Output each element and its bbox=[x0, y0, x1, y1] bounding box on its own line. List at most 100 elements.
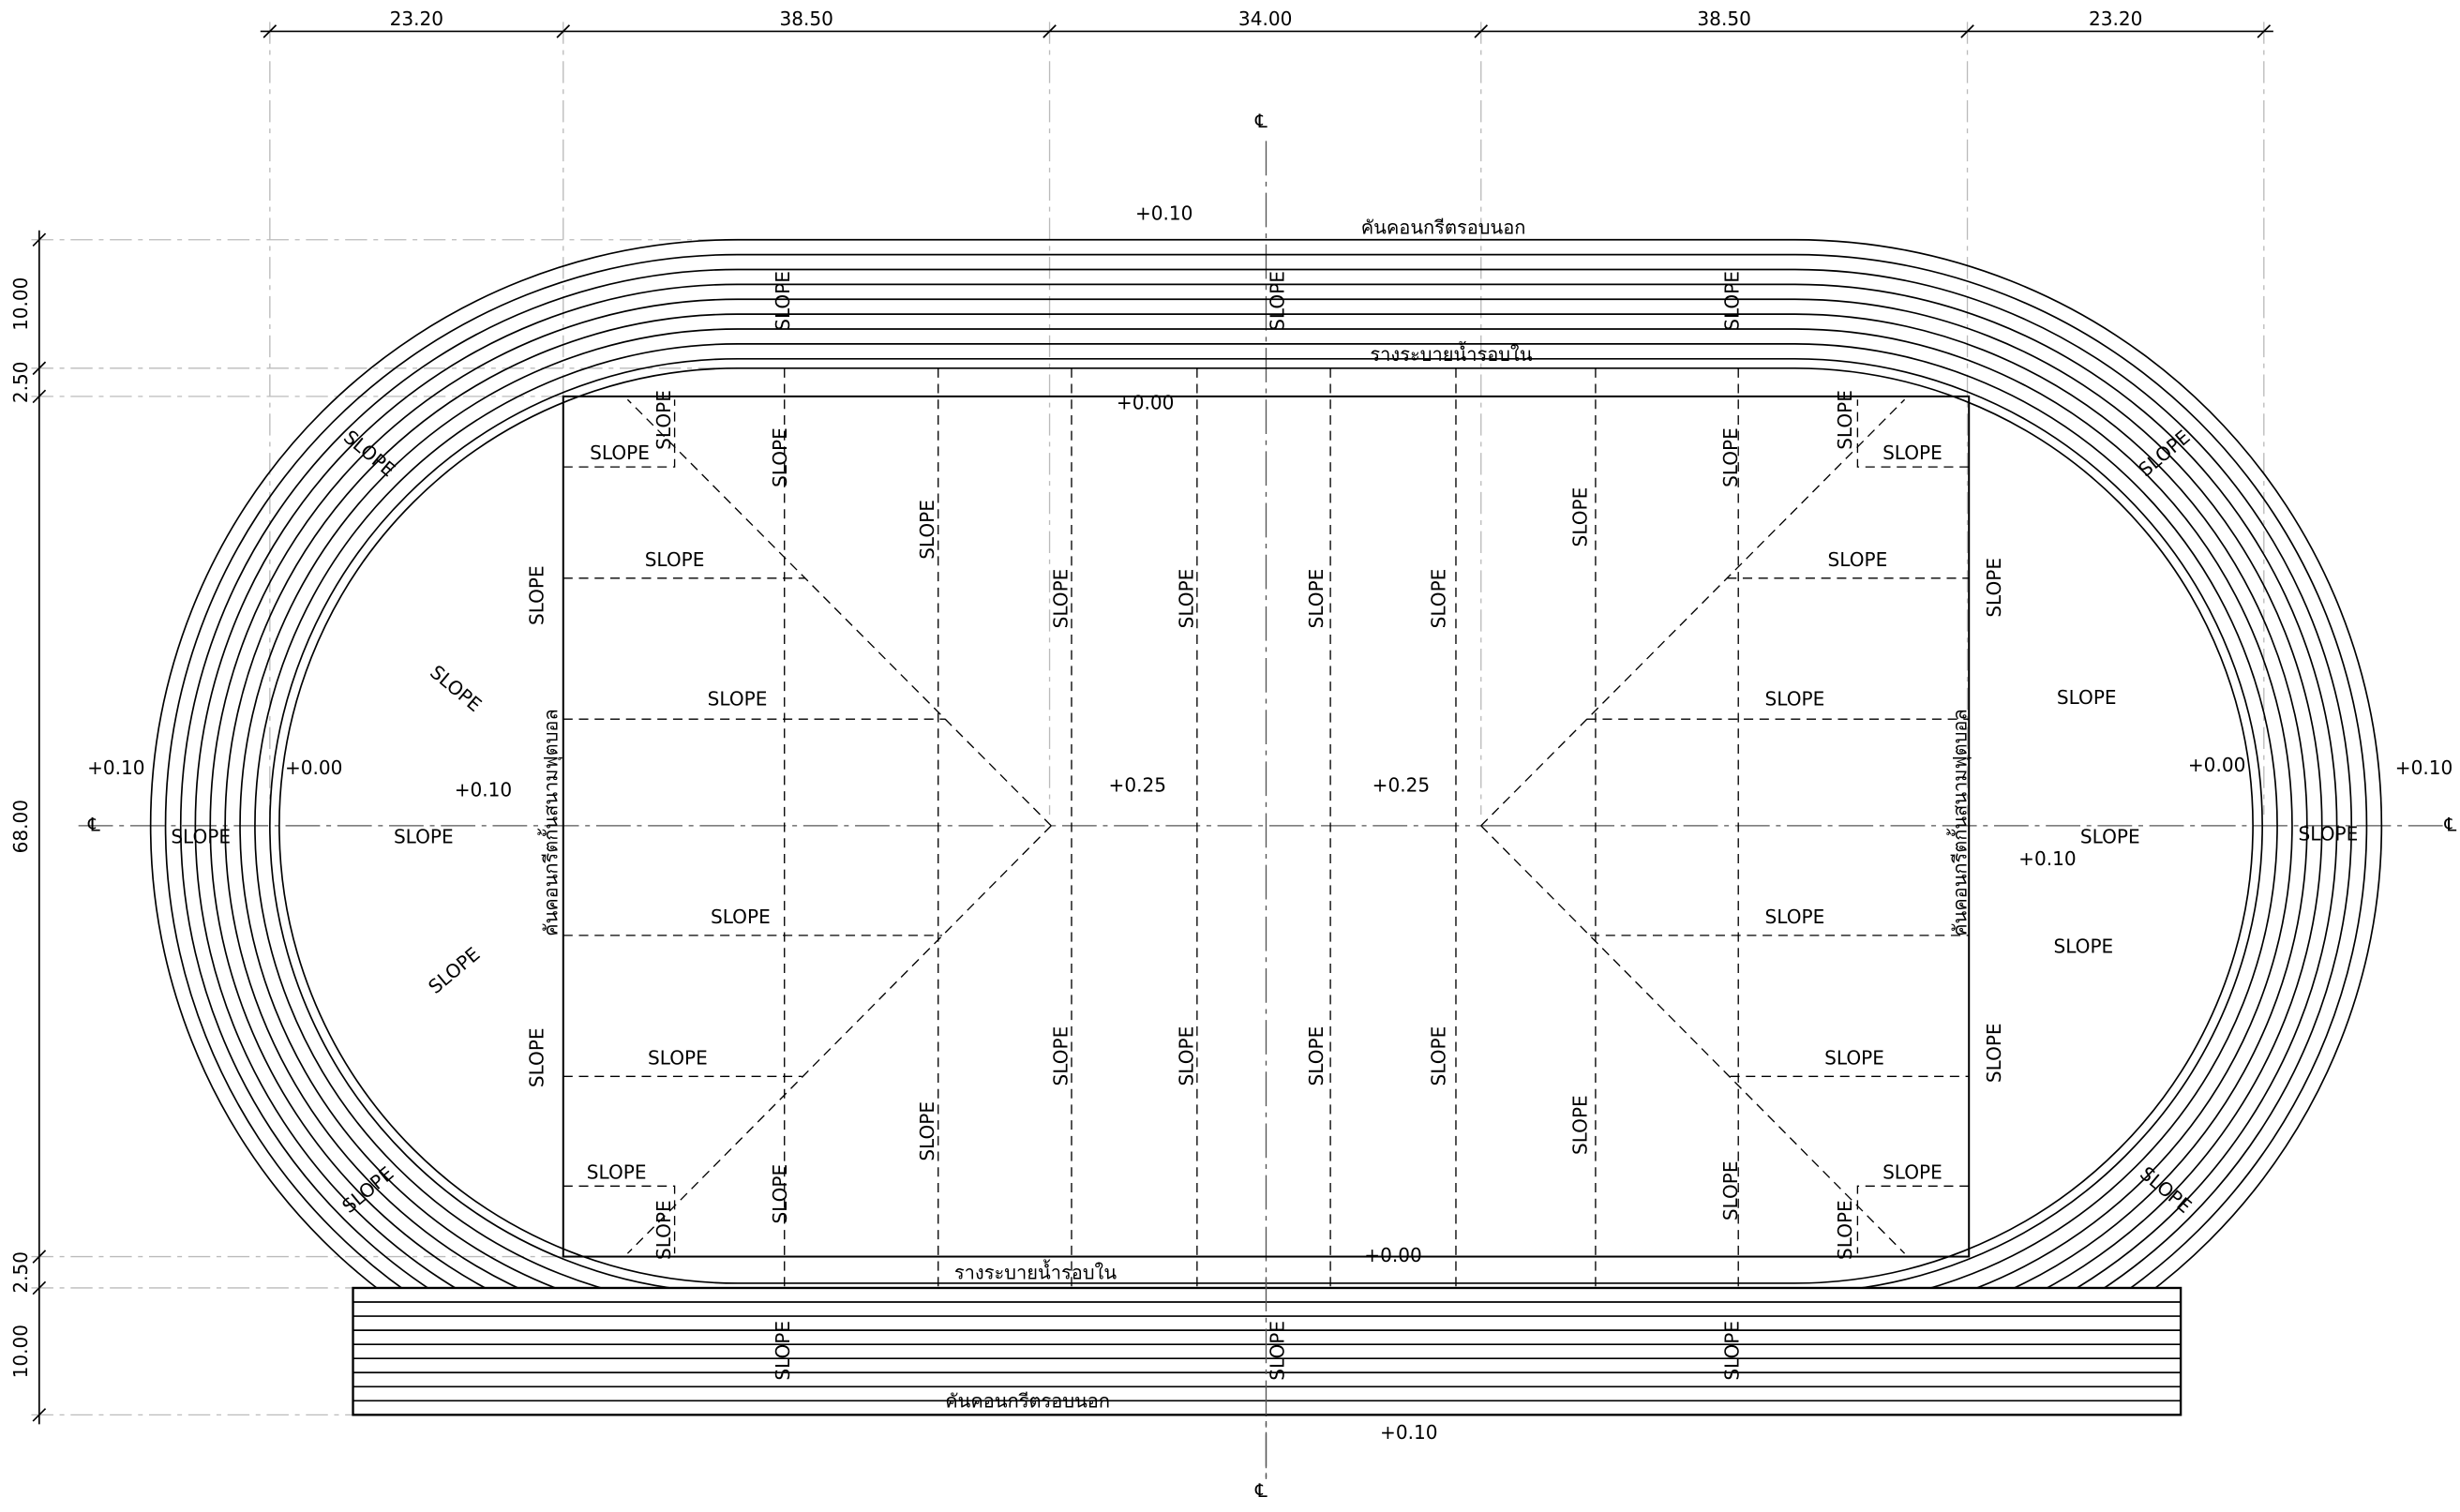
level-label: +0.00 bbox=[285, 756, 342, 779]
slope-label: SLOPE bbox=[1568, 1095, 1591, 1155]
slope-label: SLOPE bbox=[2057, 686, 2117, 709]
drain-diagonal bbox=[1480, 825, 1906, 1254]
slope-label: SLOPE bbox=[772, 1321, 794, 1381]
dimension-label: 2.50 bbox=[9, 1251, 32, 1294]
inner-curb bbox=[278, 367, 2254, 1284]
slope-label: SLOPE bbox=[1305, 1026, 1328, 1086]
slope-label: SLOPE bbox=[1721, 271, 1744, 331]
note: คันคอนกรีตกั้นสนามฟุตบอล bbox=[538, 709, 563, 936]
dimension-label: 23.20 bbox=[390, 7, 443, 30]
dimension-label: 10.00 bbox=[9, 277, 32, 331]
slope-label: SLOPE bbox=[1983, 1023, 2005, 1083]
dimension-tick bbox=[1042, 24, 1057, 38]
dimension-label: 10.00 bbox=[9, 1325, 32, 1378]
slope-label: SLOPE bbox=[338, 1162, 398, 1218]
straight-extension bbox=[352, 1286, 2182, 1416]
slope-label: SLOPE bbox=[1049, 569, 1072, 629]
slope-label: SLOPE bbox=[1175, 1026, 1197, 1086]
dimension-tick bbox=[32, 1280, 47, 1295]
slope-label: SLOPE bbox=[1824, 1046, 1884, 1069]
slope-label: SLOPE bbox=[2053, 936, 2113, 958]
dimension-tick bbox=[262, 24, 278, 38]
dimension-tick bbox=[32, 232, 47, 247]
slope-label: SLOPE bbox=[652, 1200, 675, 1260]
slope-label: SLOPE bbox=[1049, 1026, 1072, 1086]
level-label: +0.10 bbox=[2395, 756, 2452, 779]
slope-label: SLOPE bbox=[2080, 826, 2140, 848]
slope-label: SLOPE bbox=[1719, 427, 1742, 487]
level-label: +0.10 bbox=[455, 779, 512, 801]
note: คันคอนกรีตกั้นสนามฟุตบอล bbox=[1946, 709, 1972, 936]
slope-label: SLOPE bbox=[772, 271, 794, 331]
centerline-mark: ℄ bbox=[1254, 1479, 1268, 1502]
slope-label: SLOPE bbox=[1428, 1026, 1450, 1086]
level-label: +0.10 bbox=[1380, 1421, 1437, 1444]
slope-label: SLOPE bbox=[1882, 1160, 1942, 1183]
slope-label: SLOPE bbox=[1568, 487, 1591, 547]
slope-label: SLOPE bbox=[711, 906, 771, 928]
slope-label: SLOPE bbox=[426, 661, 486, 716]
centerline-mark: ℄ bbox=[1254, 110, 1268, 132]
dimension-label: 34.00 bbox=[1238, 7, 1292, 30]
slope-label: SLOPE bbox=[339, 426, 399, 481]
dimension-tick bbox=[32, 389, 47, 404]
slope-label: SLOPE bbox=[171, 826, 231, 848]
slope-label: SLOPE bbox=[708, 688, 768, 711]
slope-label: SLOPE bbox=[2136, 1162, 2196, 1218]
drain-line bbox=[562, 399, 676, 468]
drain-diagonal bbox=[626, 825, 1052, 1254]
slope-label: SLOPE bbox=[525, 1027, 548, 1087]
level-label: +0.10 bbox=[87, 756, 144, 779]
slope-label: SLOPE bbox=[1983, 558, 2005, 618]
slope-label: SLOPE bbox=[769, 1164, 791, 1224]
drain-diagonal bbox=[1480, 398, 1906, 827]
slope-label: SLOPE bbox=[525, 565, 548, 625]
slope-label: SLOPE bbox=[1765, 906, 1825, 928]
slope-label: SLOPE bbox=[1266, 1321, 1288, 1381]
slope-label: SLOPE bbox=[424, 943, 484, 998]
slope-label: SLOPE bbox=[1828, 548, 1888, 571]
slope-label: SLOPE bbox=[1834, 390, 1856, 450]
dimension-tick bbox=[1960, 24, 1974, 38]
slope-label: SLOPE bbox=[1719, 1161, 1742, 1221]
centerline-mark: ℄ bbox=[2444, 813, 2458, 835]
dimension-tick bbox=[556, 24, 571, 38]
level-label: +0.00 bbox=[1364, 1244, 1421, 1266]
slope-label: SLOPE bbox=[1882, 442, 1942, 464]
slope-label: SLOPE bbox=[1266, 271, 1288, 331]
level-label: +0.25 bbox=[1372, 774, 1430, 797]
level-label: +0.00 bbox=[1117, 392, 1174, 414]
slope-label: SLOPE bbox=[587, 1160, 647, 1183]
level-label: +0.00 bbox=[2188, 754, 2245, 776]
slope-label: SLOPE bbox=[394, 826, 454, 848]
slope-label: SLOPE bbox=[916, 1101, 938, 1161]
dimension-tick bbox=[32, 1408, 47, 1422]
drain-line bbox=[1856, 399, 1970, 468]
dimension-tick bbox=[32, 361, 47, 376]
dimension-label: 23.20 bbox=[2089, 7, 2142, 30]
slope-label: SLOPE bbox=[1175, 569, 1197, 629]
drain-line bbox=[562, 1185, 676, 1254]
slope-label: SLOPE bbox=[1765, 688, 1825, 711]
note: คันคอนกรีตรอบนอก bbox=[1361, 217, 1526, 239]
level-label: +0.10 bbox=[1135, 202, 1192, 225]
level-label: +0.25 bbox=[1109, 774, 1166, 797]
slope-label: SLOPE bbox=[652, 390, 675, 450]
slope-label: SLOPE bbox=[645, 548, 705, 571]
dimension-label: 2.50 bbox=[9, 362, 32, 404]
slope-label: SLOPE bbox=[1721, 1321, 1744, 1381]
slope-label: SLOPE bbox=[1305, 569, 1328, 629]
slope-label: SLOPE bbox=[590, 442, 650, 464]
field bbox=[562, 395, 1971, 1258]
slope-label: SLOPE bbox=[1834, 1200, 1856, 1260]
dimension-tick bbox=[32, 1250, 47, 1264]
dimension-label: 68.00 bbox=[9, 800, 32, 853]
dimension-label: 38.50 bbox=[1697, 7, 1750, 30]
centerline-mark: ℄ bbox=[87, 813, 101, 835]
dimension-label: 38.50 bbox=[779, 7, 832, 30]
drain-diagonal bbox=[626, 398, 1052, 827]
dimension-tick bbox=[1474, 24, 1489, 38]
drain-line bbox=[1856, 1185, 1970, 1254]
dimension-tick bbox=[2257, 24, 2272, 38]
